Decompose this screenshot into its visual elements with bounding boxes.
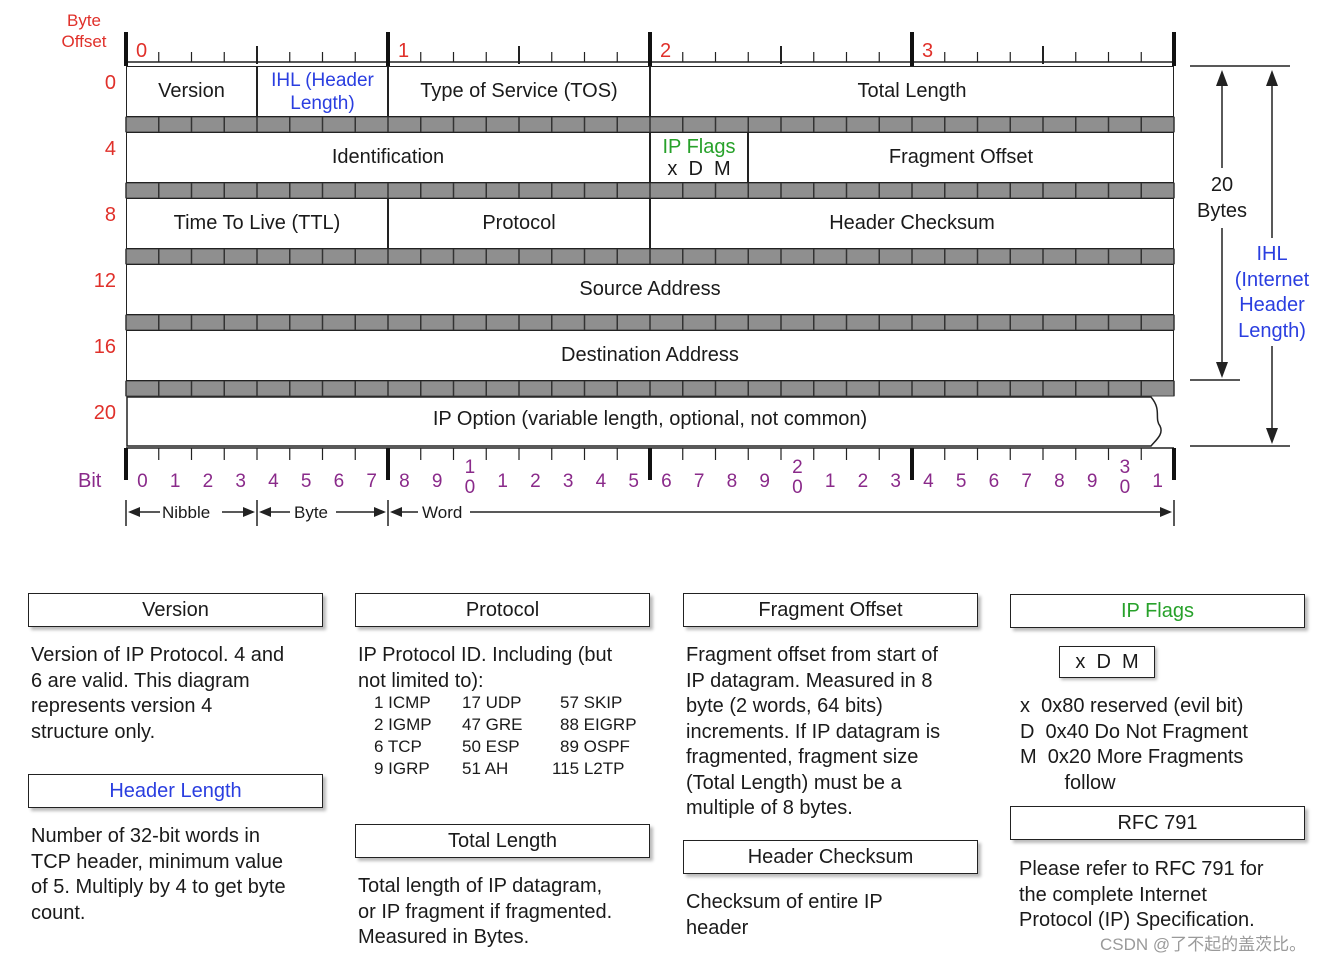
header-ruler-graphic <box>124 32 1290 526</box>
field-protocol: Protocol <box>388 198 650 249</box>
ip-flags-box: x D M <box>1059 646 1155 678</box>
bit-number: 2 <box>857 471 869 492</box>
bit-number: 6 <box>988 471 1000 492</box>
bit-number: 2 <box>530 471 541 492</box>
card-rfc791-body: Please refer to RFC 791 for the complete… <box>1019 858 1264 931</box>
card-ip-flags-title: IP Flags <box>1010 594 1305 628</box>
bit-number: 6 <box>333 471 345 492</box>
byte-number-3: 3 <box>922 40 934 62</box>
card-protocol-body: IP Protocol ID. Including (but not limit… <box>358 644 613 692</box>
card-header-checksum-title: Header Checksum <box>683 840 978 874</box>
bit-number: 8 <box>399 471 410 492</box>
card-total-length-body: Total length of IP datagram, or IP fragm… <box>358 875 613 948</box>
card-ip-flags-body: x 0x80 reserved (evil bit) D 0x40 Do Not… <box>1020 695 1248 794</box>
field-version: Version <box>126 66 257 117</box>
card-rfc791-title: RFC 791 <box>1010 806 1305 840</box>
scale-byte: Byte <box>294 503 329 522</box>
bit-number: 1 <box>1152 471 1163 492</box>
card-version-body: Version of IP Protocol. 4 and 6 are vali… <box>31 644 285 743</box>
row-offset-20: 20 <box>93 402 116 424</box>
row-offset-12: 12 <box>93 270 116 292</box>
card-header-length-body: Number of 32-bit words in TCP header, mi… <box>31 825 286 924</box>
bit-number: 9 <box>759 471 770 492</box>
bit-number: 4 <box>595 471 607 492</box>
card-protocol-title: Protocol <box>355 593 650 627</box>
bit-number: 3 <box>235 471 246 492</box>
card-total-length-title: Total Length <box>355 824 650 858</box>
bit-number: 5 <box>955 471 967 492</box>
card-version-title: Version <box>28 593 323 627</box>
scale-nibble: Nibble <box>162 503 211 522</box>
bit-number: 4 <box>268 471 279 492</box>
field-total-length: Total Length <box>650 66 1174 117</box>
card-fragment-offset-title: Fragment Offset <box>683 593 978 627</box>
byte-number-2: 2 <box>660 40 672 62</box>
bit-number: 9 <box>431 471 443 492</box>
scale-word: Word <box>422 503 463 522</box>
field-ip-option: IP Option (variable length, optional, no… <box>432 408 868 430</box>
protocol-item: 6 TCP <box>374 737 422 756</box>
field-destination-address: Destination Address <box>126 330 1174 381</box>
field-header-checksum: Header Checksum <box>650 198 1174 249</box>
bit-number: 9 <box>1086 471 1098 492</box>
row-offset-16: 16 <box>93 336 116 358</box>
protocol-item: 1 ICMP <box>374 693 431 712</box>
bit-number: 2 <box>202 471 214 492</box>
card-header-length-title: Header Length <box>28 774 323 808</box>
protocol-item: 50 ESP <box>462 737 520 756</box>
bit-number: 7 <box>1021 471 1032 492</box>
ip-flags-bits: x D M <box>667 157 731 180</box>
bit-number: 3 <box>562 471 574 492</box>
bit-label: Bit <box>78 470 102 492</box>
protocol-item: 9 IGRP <box>374 759 430 778</box>
field-tos: Type of Service (TOS) <box>388 66 650 117</box>
watermark: CSDN @了不起的盖茨比。 <box>1100 935 1307 954</box>
protocol-item: 51 AH <box>462 759 509 778</box>
field-ip-flags: IP Flags x D M <box>650 132 748 183</box>
card-header-checksum-body: Checksum of entire IP header <box>686 891 883 939</box>
protocol-item: 2 IGMP <box>374 715 432 734</box>
bit-number: 3 0 <box>1119 457 1131 498</box>
byte-number-0: 0 <box>136 40 148 62</box>
row-offset-8: 8 <box>104 204 116 226</box>
protocol-id-list: 1 ICMP 17 UDP 57 SKIP 2 IGMP 47 GRE 88 E… <box>358 692 658 782</box>
bit-number: 2 0 <box>792 457 803 498</box>
protocol-item: 57 SKIP <box>560 693 623 712</box>
ip-flags-title: IP Flags <box>662 135 736 158</box>
protocol-item: 47 GRE <box>462 715 523 734</box>
bit-number: 5 <box>300 471 312 492</box>
bit-number: 0 <box>137 471 148 492</box>
byte-offset-label: Byte Offset <box>61 11 107 51</box>
byte-number-1: 1 <box>398 40 410 62</box>
bit-number: 3 <box>890 471 901 492</box>
bit-number: 6 <box>661 471 672 492</box>
bit-number: 7 <box>366 471 377 492</box>
card-fragment-offset-body: Fragment offset from start of IP datagra… <box>686 644 941 819</box>
bit-number: 5 <box>628 471 639 492</box>
protocol-item: 17 UDP <box>462 693 522 712</box>
field-ihl: IHL (Header Length) <box>257 66 388 117</box>
bit-number: 8 <box>1054 471 1065 492</box>
field-ip-option-shape <box>126 396 1162 447</box>
field-identification: Identification <box>126 132 650 183</box>
row-offset-4: 4 <box>104 138 116 160</box>
bit-number: 1 0 <box>464 457 476 498</box>
ihl-right-label: IHL (Internet Header Length) <box>1234 243 1310 342</box>
twenty-bytes-label: 20 Bytes <box>1196 174 1248 222</box>
bit-number: 1 <box>824 471 836 492</box>
protocol-item: 89 OSPF <box>560 737 630 756</box>
bit-number: 1 <box>497 471 508 492</box>
bit-number: 1 <box>169 471 181 492</box>
bit-number: 7 <box>693 471 705 492</box>
bit-number: 4 <box>923 471 934 492</box>
bit-number: 8 <box>726 471 738 492</box>
protocol-item: 88 EIGRP <box>560 715 637 734</box>
field-ttl: Time To Live (TTL) <box>126 198 388 249</box>
protocol-item: 115 L2TP <box>552 759 625 778</box>
row-offset-0: 0 <box>104 72 116 94</box>
field-fragment-offset: Fragment Offset <box>748 132 1174 183</box>
field-source-address: Source Address <box>126 264 1174 315</box>
